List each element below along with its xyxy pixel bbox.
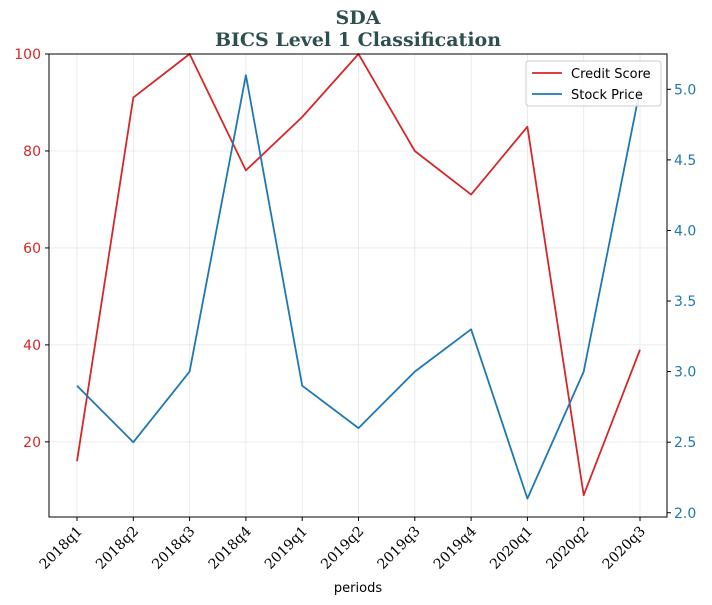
legend-label: Stock Price xyxy=(571,88,643,103)
left-tick-label: 20 xyxy=(23,435,41,451)
plot-frame xyxy=(48,53,668,518)
x-tick-label: 2020q2 xyxy=(543,524,592,573)
left-tick-label: 80 xyxy=(23,144,41,160)
x-axis: 2018q1 2018q2 2018q3 2018q4 2019q1 2019q2 2019… xyxy=(37,517,649,573)
x-tick-label: 2020q1 xyxy=(487,524,536,573)
right-tick-label: 2.5 xyxy=(674,435,696,451)
right-tick-label: 4.5 xyxy=(674,153,696,169)
x-tick-label: 2019q3 xyxy=(374,524,423,573)
x-tick-label: 2019q4 xyxy=(431,523,480,572)
left-tick-label: 100 xyxy=(14,47,41,63)
x-tick-label: 2018q1 xyxy=(37,524,86,573)
x-tick-label: 2018q2 xyxy=(93,524,142,573)
left-tick-label: 60 xyxy=(23,241,41,257)
left-axis: 20 40 60 80 100 xyxy=(14,47,49,451)
x-tick-label: 2020q3 xyxy=(600,524,649,573)
right-tick-label: 4.0 xyxy=(674,223,696,239)
legend-label: Credit Score xyxy=(571,67,651,82)
right-tick-label: 3.5 xyxy=(674,294,696,310)
right-axis: 2.0 2.5 3.0 3.5 4.0 4.5 5.0 xyxy=(667,82,696,522)
x-tick-label: 2018q3 xyxy=(149,524,198,573)
grid xyxy=(49,53,667,517)
right-tick-label: 3.0 xyxy=(674,365,696,381)
chart-title: SDA xyxy=(336,7,381,29)
right-tick-label: 2.0 xyxy=(674,506,696,522)
x-tick-label: 2019q1 xyxy=(262,524,311,573)
right-tick-label: 5.0 xyxy=(674,82,696,98)
x-tick-label: 2018q4 xyxy=(206,523,255,572)
x-axis-label: periods xyxy=(334,581,382,596)
x-tick-label: 2019q2 xyxy=(318,524,367,573)
left-tick-label: 40 xyxy=(23,338,41,354)
legend: Credit Score Stock Price xyxy=(525,60,662,107)
chart-subtitle: BICS Level 1 Classification xyxy=(215,29,501,51)
